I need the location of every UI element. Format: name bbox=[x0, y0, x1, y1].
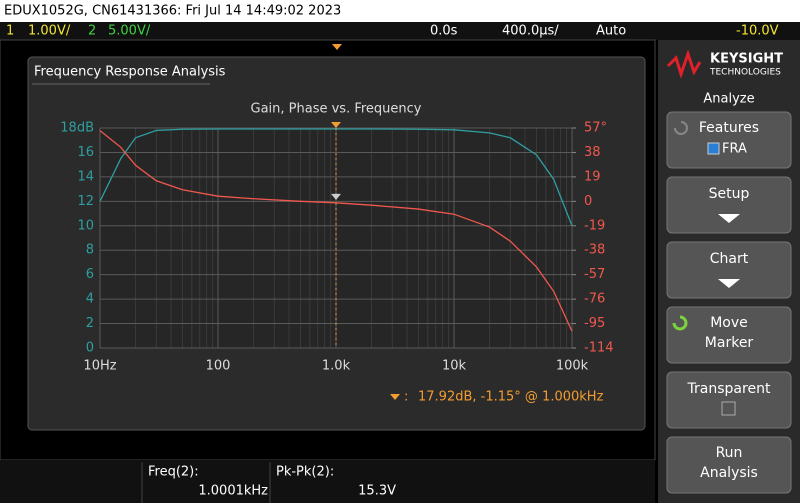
softkey[interactable]: Move Marker bbox=[666, 306, 792, 364]
y2-tick-label: -19 bbox=[584, 218, 605, 233]
marker-top bbox=[331, 122, 341, 128]
channel-scale: 5.00V/ bbox=[108, 24, 151, 39]
softkey-face bbox=[666, 371, 792, 429]
y2-tick-label: -76 bbox=[584, 292, 605, 307]
softkey[interactable]: Chart bbox=[666, 241, 792, 299]
time-delay: 0.0s bbox=[430, 24, 458, 39]
menu-title: Analyze bbox=[703, 92, 754, 107]
y-tick-label: 2 bbox=[86, 316, 94, 331]
status-bar bbox=[0, 22, 800, 40]
y-tick-label: 8 bbox=[86, 243, 94, 258]
y-tick-label: 14 bbox=[77, 169, 94, 184]
y2-tick-label: -114 bbox=[584, 341, 614, 356]
brand-sub: TECHNOLOGIES bbox=[709, 68, 781, 78]
channel-scale: 1.00V/ bbox=[28, 24, 71, 39]
y-tick-label: 12 bbox=[77, 194, 94, 209]
softkey-face bbox=[666, 241, 792, 299]
measurement-bar bbox=[0, 460, 655, 503]
softkey-face bbox=[666, 436, 792, 494]
y-tick-label: 18dB bbox=[60, 121, 94, 136]
icon bbox=[672, 315, 688, 331]
y-tick-label: 16 bbox=[77, 145, 94, 160]
icon bbox=[674, 121, 688, 135]
time-scale: 400.0µs/ bbox=[502, 24, 559, 39]
header-title: EDUX1052G, CN61431366: Fri Jul 14 14:49:… bbox=[4, 4, 341, 19]
chart-title: Gain, Phase vs. Frequency bbox=[251, 102, 422, 117]
checkbox bbox=[707, 142, 720, 155]
y-tick-label: 10 bbox=[77, 218, 94, 233]
softkey-label: Chart bbox=[710, 251, 749, 267]
y2-tick-label: -57 bbox=[584, 267, 605, 282]
softkey-label: Run bbox=[716, 445, 743, 461]
brand-logo bbox=[666, 49, 702, 79]
marker-colon: : bbox=[404, 390, 408, 405]
y2-tick-label: 19 bbox=[584, 169, 601, 184]
softkey-option: FRA bbox=[722, 142, 747, 157]
measurement-label: Pk-Pk(2): bbox=[276, 465, 334, 480]
softkey-face bbox=[666, 111, 792, 169]
channel-number: 1 bbox=[6, 24, 14, 39]
checkbox bbox=[721, 401, 736, 416]
trigger-level: -10.0V bbox=[736, 24, 779, 39]
y2-tick-label: -38 bbox=[584, 243, 605, 258]
channel-number: 2 bbox=[88, 24, 96, 39]
softkey[interactable]: Features FRA bbox=[666, 111, 792, 169]
y2-tick-label: 38 bbox=[584, 145, 601, 160]
y2-tick-label: 0 bbox=[584, 194, 592, 209]
softkey-label: Transparent bbox=[687, 381, 771, 397]
brand: KEYSIGHT bbox=[710, 52, 783, 67]
trigger-position bbox=[332, 44, 342, 50]
header-bar bbox=[0, 0, 800, 22]
softkey-face bbox=[666, 176, 792, 234]
softkey-face bbox=[666, 306, 792, 364]
x-tick-label: 100k bbox=[556, 359, 589, 374]
y-tick-label: 6 bbox=[86, 267, 94, 282]
x-tick-label: 100 bbox=[206, 359, 231, 374]
measurement-value: 1.0001kHz bbox=[198, 484, 268, 499]
softkey-label: Analysis bbox=[700, 465, 758, 481]
down-arrow bbox=[718, 214, 740, 223]
softkey-label: Features bbox=[699, 120, 759, 136]
marker-icon bbox=[390, 394, 400, 400]
y-tick-label: 4 bbox=[86, 292, 94, 307]
x-tick-label: 1.0k bbox=[322, 359, 351, 374]
measurement-label: Freq(2): bbox=[148, 465, 199, 480]
softkey[interactable]: Setup bbox=[666, 176, 792, 234]
y-tick-label: 0 bbox=[86, 341, 94, 356]
down-arrow bbox=[718, 279, 740, 288]
y2-tick-label: -95 bbox=[584, 316, 605, 331]
softkey-label: Setup bbox=[709, 186, 750, 202]
x-tick-label: 10Hz bbox=[83, 359, 116, 374]
softkey-label: Move bbox=[710, 315, 748, 331]
x-tick-label: 10k bbox=[442, 359, 467, 374]
softkey[interactable]: Run Analysis bbox=[666, 436, 792, 494]
softkey[interactable]: Transparent bbox=[666, 371, 792, 429]
y2-tick-label: 57° bbox=[584, 121, 607, 136]
panel-title: Frequency Response Analysis bbox=[34, 65, 226, 80]
trigger-mode: Auto bbox=[596, 24, 626, 39]
softkey-label: Marker bbox=[705, 335, 754, 351]
series-line bbox=[99, 130, 573, 332]
measurement-value: 15.3V bbox=[358, 484, 396, 499]
marker-phase bbox=[331, 193, 341, 200]
marker-readout: 17.92dB, -1.15° @ 1.000kHz bbox=[418, 390, 604, 405]
